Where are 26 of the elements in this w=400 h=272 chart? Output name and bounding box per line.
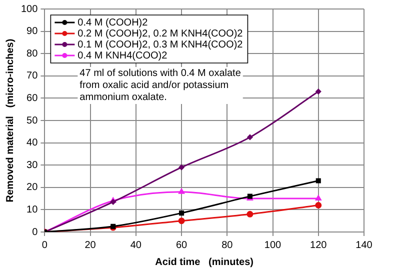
x-tick-label: 140: [356, 240, 373, 251]
y-tick-label: 10: [26, 204, 38, 216]
x-tick-label: 100: [264, 240, 282, 251]
y-tick-label: 0: [32, 226, 38, 238]
x-tick-label: 120: [310, 240, 328, 251]
x-axis-title: Acid time (minutes): [155, 256, 254, 268]
y-tick-label: 60: [26, 92, 38, 104]
y-tick-label: 80: [26, 48, 38, 60]
annotation: 47 ml of solutions with 0.4 M oxalate from oxalic acid and/or potassium ammonium oxalate.: [80, 68, 242, 103]
legend-label: 0.4 M KNH4(COO)2: [78, 50, 168, 62]
y-axis-title: Removed material (micro-inches): [4, 38, 16, 202]
x-tick-label: 60: [176, 240, 188, 251]
legend-label: 0.1 M (COOH)2, 0.3 M KNH4(COO)2: [78, 39, 244, 50]
x-tick-label: 80: [222, 240, 234, 251]
y-tick-label: 40: [26, 138, 38, 149]
x-tick-label: 20: [84, 240, 96, 251]
legend-label: 0.4 M (COOH)2: [78, 17, 148, 28]
legend-label: 0.2 M (COOH)2, 0.2 M KNH4(COO)2: [78, 28, 244, 40]
x-tick-label: 40: [130, 240, 142, 251]
y-tick-label: 30: [26, 160, 38, 171]
x-tick-label: 0: [42, 240, 48, 251]
y-tick-label: 50: [26, 115, 38, 126]
y-tick-label: 90: [26, 26, 38, 38]
y-tick-label: 70: [26, 70, 38, 82]
y-tick-label: 20: [26, 182, 38, 194]
y-tick-label: 100: [20, 4, 38, 15]
